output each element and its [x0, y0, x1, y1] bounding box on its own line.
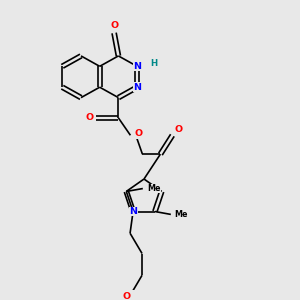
Text: Me: Me [147, 184, 161, 193]
Text: H: H [150, 59, 157, 68]
Text: N: N [133, 62, 141, 71]
Text: O: O [85, 113, 93, 122]
Text: O: O [110, 21, 118, 30]
Text: Me: Me [174, 210, 188, 219]
Text: O: O [174, 125, 182, 134]
Text: N: N [129, 207, 137, 216]
Text: O: O [122, 292, 130, 300]
Text: O: O [135, 129, 143, 138]
Text: N: N [133, 83, 141, 92]
